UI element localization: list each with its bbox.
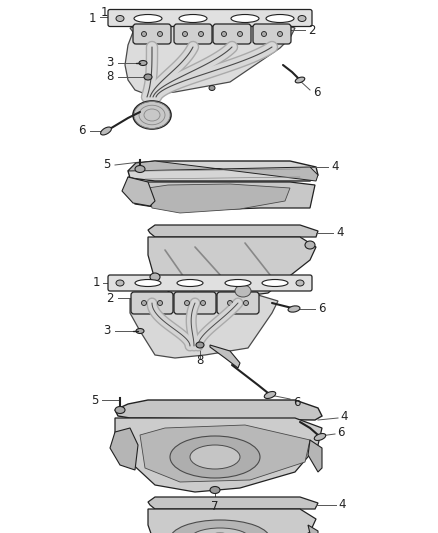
Text: 6: 6 [78, 125, 86, 138]
Polygon shape [128, 161, 318, 181]
Ellipse shape [141, 31, 146, 36]
Ellipse shape [209, 85, 215, 91]
FancyBboxPatch shape [253, 24, 291, 44]
Ellipse shape [158, 31, 162, 36]
Ellipse shape [314, 433, 326, 440]
Ellipse shape [170, 520, 270, 533]
Ellipse shape [116, 280, 124, 286]
FancyBboxPatch shape [108, 10, 312, 27]
Polygon shape [148, 509, 316, 533]
Ellipse shape [139, 61, 147, 66]
FancyBboxPatch shape [133, 24, 171, 44]
Ellipse shape [134, 14, 162, 22]
Ellipse shape [261, 31, 266, 36]
Polygon shape [148, 184, 290, 213]
Ellipse shape [184, 301, 190, 305]
Ellipse shape [179, 14, 207, 22]
Ellipse shape [190, 528, 250, 533]
Ellipse shape [177, 279, 203, 287]
Text: 1: 1 [100, 6, 108, 20]
Text: 6: 6 [293, 395, 300, 408]
Ellipse shape [158, 301, 162, 305]
Polygon shape [308, 525, 318, 533]
Ellipse shape [262, 279, 288, 287]
FancyBboxPatch shape [213, 24, 251, 44]
Ellipse shape [298, 15, 306, 21]
Ellipse shape [227, 301, 233, 305]
Text: 3: 3 [106, 56, 114, 69]
FancyBboxPatch shape [174, 292, 216, 314]
Ellipse shape [115, 407, 125, 414]
Text: 1: 1 [92, 277, 100, 289]
Text: 4: 4 [340, 410, 347, 424]
Ellipse shape [295, 77, 305, 83]
Ellipse shape [244, 301, 248, 305]
Ellipse shape [196, 342, 204, 348]
Polygon shape [130, 295, 278, 358]
Ellipse shape [296, 280, 304, 286]
Polygon shape [148, 225, 318, 237]
Text: 5: 5 [92, 393, 99, 407]
Ellipse shape [141, 301, 146, 305]
Ellipse shape [170, 436, 260, 478]
Polygon shape [122, 177, 155, 206]
Ellipse shape [133, 101, 171, 129]
Text: 4: 4 [336, 227, 343, 239]
Ellipse shape [136, 328, 144, 334]
Text: 2: 2 [308, 23, 315, 36]
Ellipse shape [225, 279, 251, 287]
Text: 1: 1 [88, 12, 96, 25]
Text: 8: 8 [106, 70, 114, 84]
Polygon shape [128, 177, 315, 211]
Ellipse shape [305, 241, 315, 249]
Ellipse shape [190, 445, 240, 469]
FancyBboxPatch shape [217, 292, 259, 314]
Polygon shape [115, 418, 322, 492]
Ellipse shape [198, 31, 204, 36]
Ellipse shape [210, 487, 220, 494]
Ellipse shape [183, 31, 187, 36]
Ellipse shape [101, 127, 111, 135]
Ellipse shape [237, 31, 243, 36]
Text: 6: 6 [337, 426, 345, 440]
Polygon shape [115, 400, 322, 420]
Polygon shape [110, 428, 138, 470]
Ellipse shape [278, 31, 283, 36]
Polygon shape [148, 237, 316, 300]
Text: 5: 5 [104, 157, 111, 171]
Polygon shape [125, 24, 295, 95]
Ellipse shape [264, 392, 276, 399]
Polygon shape [210, 345, 240, 368]
Ellipse shape [144, 74, 152, 80]
Polygon shape [140, 425, 310, 482]
Ellipse shape [135, 279, 161, 287]
FancyBboxPatch shape [131, 292, 173, 314]
Text: 7: 7 [211, 499, 219, 513]
FancyBboxPatch shape [108, 275, 312, 291]
Polygon shape [148, 497, 318, 509]
Ellipse shape [235, 285, 251, 297]
Ellipse shape [231, 14, 259, 22]
Text: 6: 6 [313, 85, 321, 99]
FancyBboxPatch shape [174, 24, 212, 44]
Ellipse shape [150, 273, 160, 281]
Ellipse shape [135, 166, 145, 173]
Polygon shape [308, 440, 322, 472]
Text: 4: 4 [331, 160, 339, 174]
Ellipse shape [288, 306, 300, 312]
Text: 3: 3 [104, 325, 111, 337]
Ellipse shape [266, 14, 294, 22]
Text: 8: 8 [196, 354, 204, 367]
Text: 6: 6 [318, 303, 325, 316]
Polygon shape [128, 161, 318, 181]
Ellipse shape [116, 15, 124, 21]
Text: 4: 4 [338, 498, 346, 512]
Ellipse shape [222, 31, 226, 36]
Ellipse shape [201, 301, 205, 305]
Text: 2: 2 [106, 292, 114, 304]
